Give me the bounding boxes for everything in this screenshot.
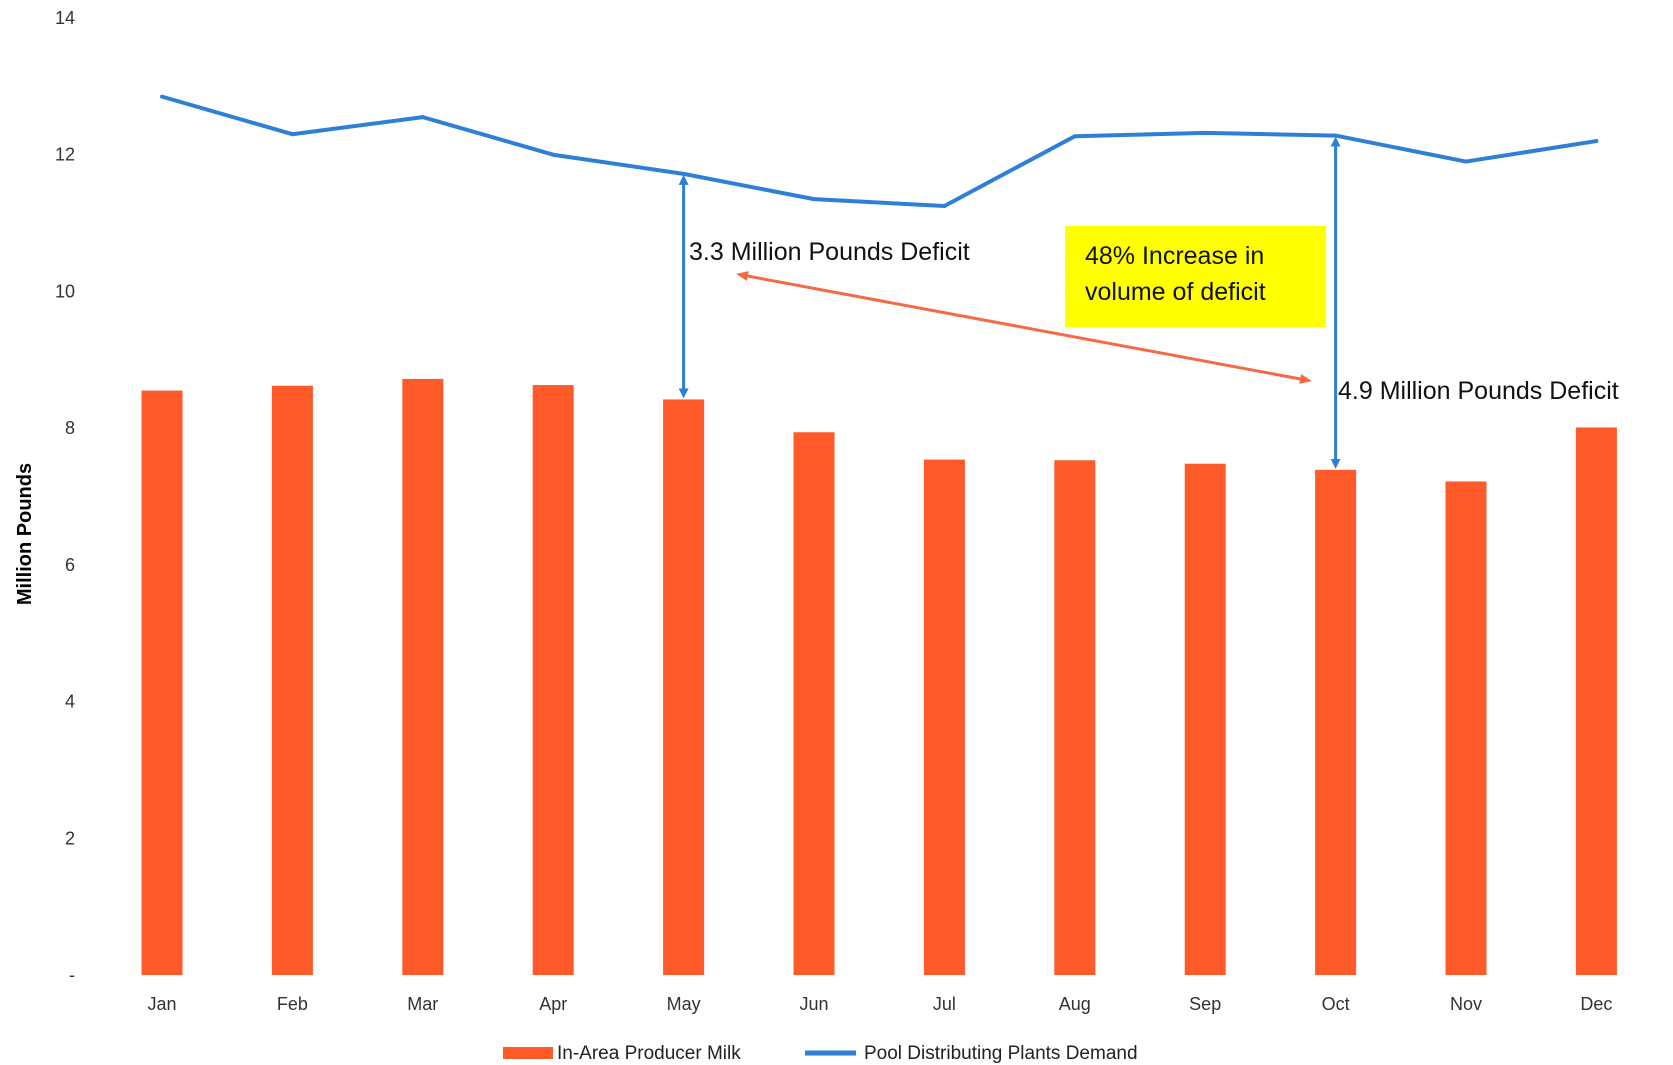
line-point-may xyxy=(681,171,686,176)
bar-series xyxy=(141,378,1617,976)
line-pool-demand xyxy=(161,94,1597,208)
line-point-feb xyxy=(290,132,295,137)
bar-oct xyxy=(1315,469,1357,975)
x-axis-ticks: Jan Feb Mar Apr May Jun Jul Aug Sep Oct Nov Dec xyxy=(147,994,1612,1014)
bar-aug xyxy=(1054,460,1096,975)
y-tick-label: 4 xyxy=(65,692,75,712)
x-tick-label: Oct xyxy=(1322,994,1350,1014)
legend-label-bar: In-Area Producer Milk xyxy=(557,1043,741,1064)
x-tick-label: Jul xyxy=(933,994,956,1014)
line-point-jul xyxy=(942,203,947,208)
line-point-dec xyxy=(1594,139,1599,144)
y-tick-label: 10 xyxy=(55,281,75,301)
line-point-sep xyxy=(1203,130,1208,135)
deficit-label-oct: 4.9 Million Pounds Deficit xyxy=(1338,377,1619,405)
bar-jun xyxy=(793,432,835,976)
y-tick-label: 12 xyxy=(55,145,75,165)
increase-arrow xyxy=(736,271,1312,384)
line-point-nov xyxy=(1464,159,1468,164)
legend: In-Area Producer Milk Pool Distributing … xyxy=(503,1043,1138,1064)
bar-may xyxy=(663,399,705,975)
x-tick-label: Nov xyxy=(1450,994,1482,1014)
x-tick-label: Apr xyxy=(539,994,567,1014)
line-point-jun xyxy=(812,197,816,202)
y-axis-ticks: - 2 4 6 8 10 12 14 xyxy=(55,8,75,985)
bar-feb xyxy=(271,385,313,975)
bar-mar xyxy=(402,378,444,975)
line-point-apr xyxy=(551,152,556,157)
y-tick-label: 8 xyxy=(65,418,75,438)
x-tick-label: Sep xyxy=(1189,994,1221,1014)
x-tick-label: May xyxy=(667,994,701,1014)
bar-jul xyxy=(923,459,965,975)
line-series xyxy=(160,94,1599,208)
x-tick-label: Mar xyxy=(407,994,438,1014)
legend-swatch-bar xyxy=(503,1047,553,1059)
x-tick-label: Feb xyxy=(277,994,308,1014)
bar-dec xyxy=(1575,427,1617,975)
x-tick-label: Jun xyxy=(799,994,828,1014)
y-tick-label: 6 xyxy=(65,555,75,575)
increase-callout-line1: 48% Increase in xyxy=(1085,242,1264,270)
y-axis-label: Million Pounds xyxy=(14,463,36,605)
bar-nov xyxy=(1445,481,1487,975)
deficit-label-may: 3.3 Million Pounds Deficit xyxy=(689,238,970,266)
line-point-aug xyxy=(1072,134,1077,139)
x-tick-label: Jan xyxy=(147,994,176,1014)
y-tick-label: 14 xyxy=(55,8,75,28)
line-point-mar xyxy=(420,115,425,120)
legend-label-line: Pool Distributing Plants Demand xyxy=(864,1043,1138,1064)
line-point-jan xyxy=(160,94,164,99)
y-tick-label: 2 xyxy=(65,828,75,848)
x-tick-label: Aug xyxy=(1059,994,1091,1014)
increase-callout-line2: volume of deficit xyxy=(1085,278,1266,306)
x-tick-label: Dec xyxy=(1580,994,1612,1014)
y-tick-label: - xyxy=(69,965,75,985)
line-point-oct xyxy=(1333,133,1338,138)
bar-jan xyxy=(141,390,183,976)
bar-sep xyxy=(1184,463,1226,975)
bar-apr xyxy=(532,385,574,975)
